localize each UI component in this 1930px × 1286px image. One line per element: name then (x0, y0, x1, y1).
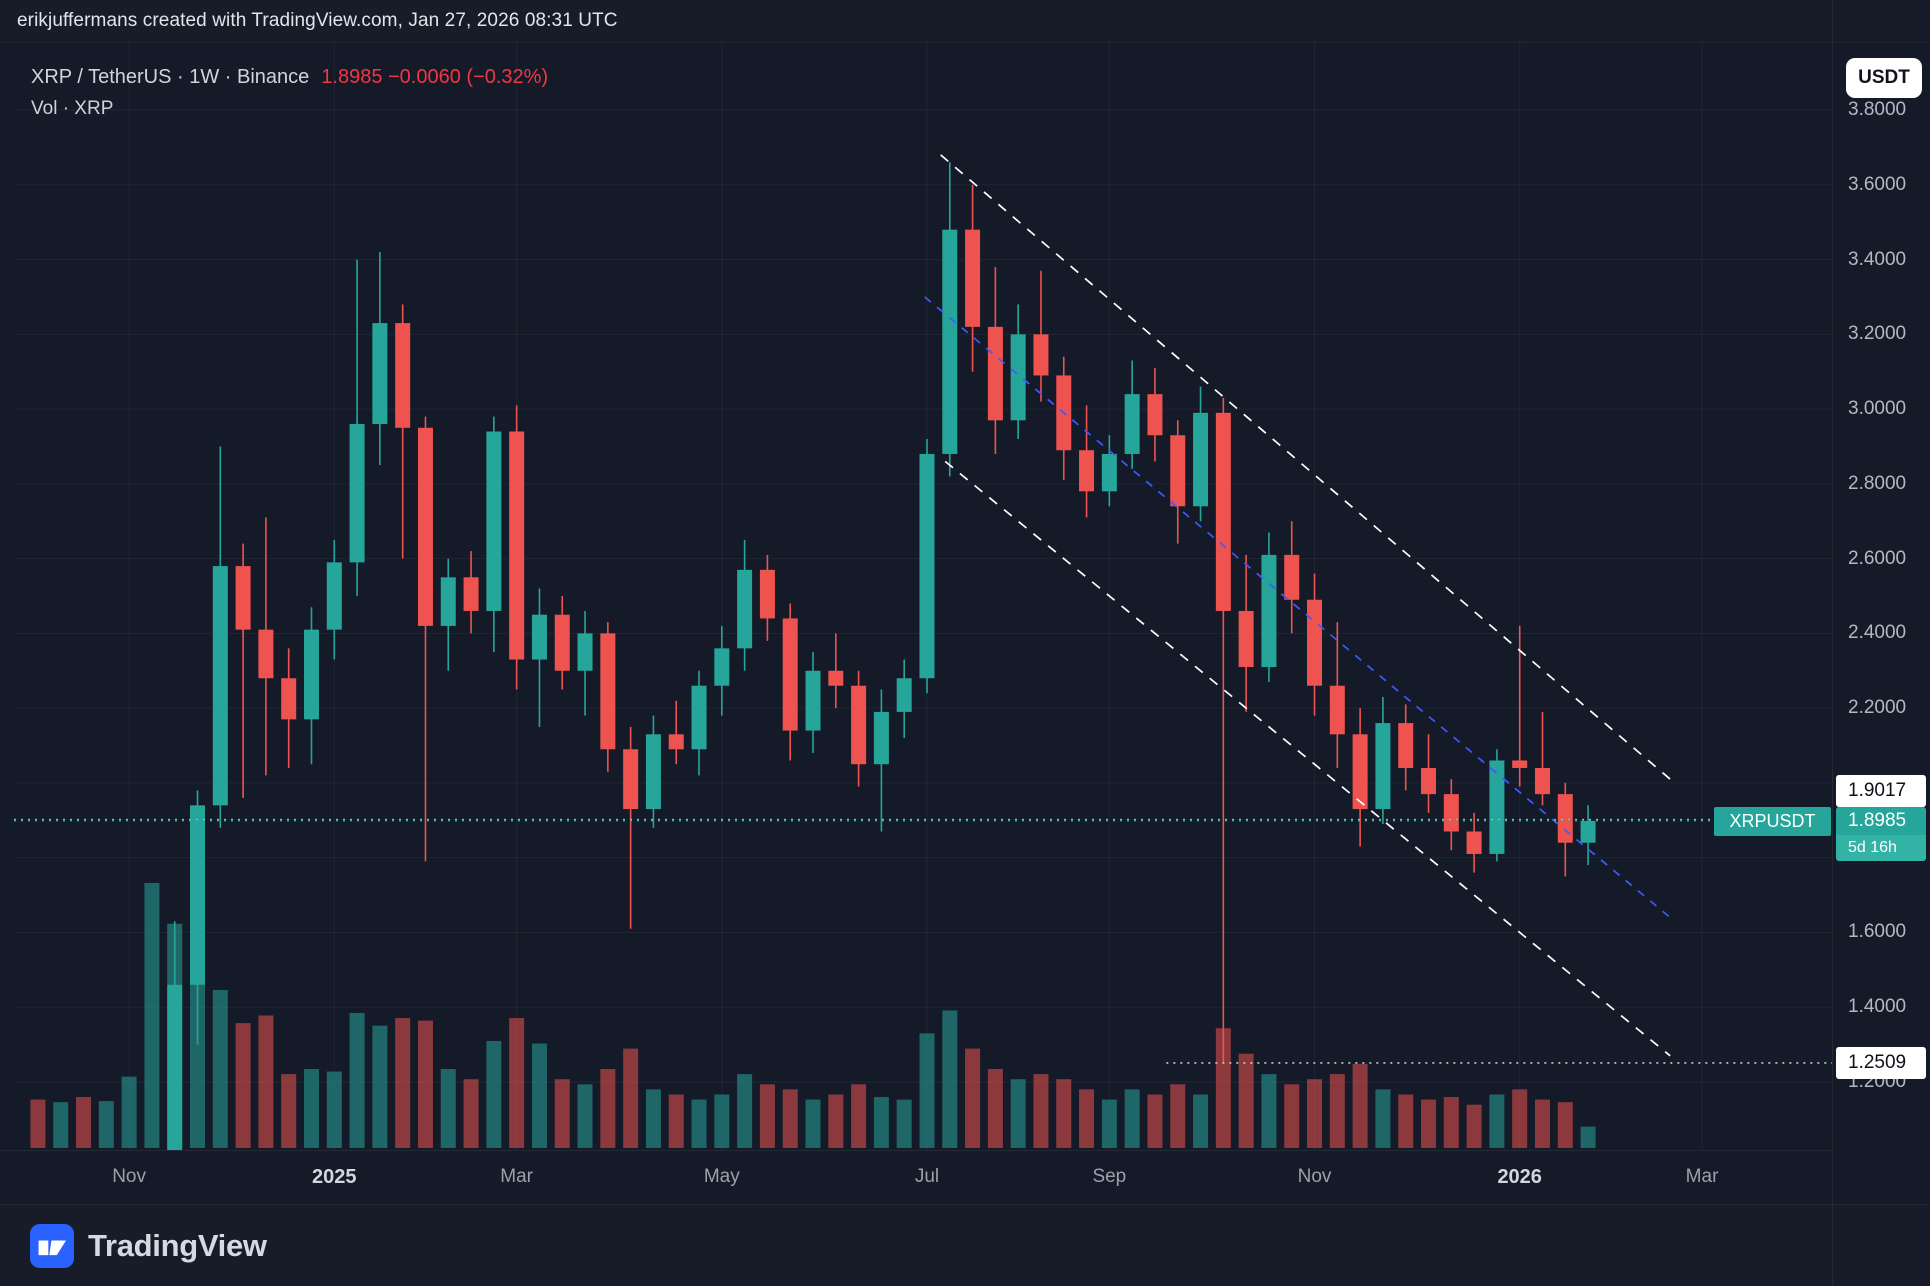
time-axis[interactable]: Nov 2025 Mar May Jul Sep Nov 2026 Mar (0, 1150, 1832, 1205)
last-price-value: 1.8985 (1836, 806, 1926, 835)
price-tick-label: 2.8000 (1848, 472, 1907, 494)
price-tick-label: 1.6000 (1848, 921, 1907, 943)
volume-layer (30, 883, 1596, 1148)
current-price-label: 1.8985 5d 16h (1836, 806, 1926, 861)
price-tick-label: 2.2000 (1848, 697, 1907, 719)
channel-upper (940, 154, 1671, 780)
time-tick-label: 2026 (1497, 1166, 1542, 1188)
time-tick-label: Jul (914, 1166, 940, 1187)
time-tick-label: May (703, 1166, 740, 1187)
level-price-label-low: 1.2509 (1836, 1046, 1926, 1079)
legend-quote-values: 1.8985 −0.0060 (−0.32%) (321, 66, 549, 88)
price-tick-label: 3.6000 (1848, 173, 1907, 195)
footer-bar: TradingView (0, 1204, 1930, 1286)
time-tick-label: Mar (1685, 1166, 1719, 1187)
legend-volume-study[interactable]: Vol · XRP (31, 98, 114, 119)
drawings-layer[interactable] (14, 154, 1832, 1064)
price-tick-label: 1.4000 (1848, 996, 1907, 1018)
time-tick-label: Mar (500, 1166, 534, 1187)
price-tick-label: 2.4000 (1848, 622, 1907, 644)
tradingview-brand-text[interactable]: TradingView (88, 1228, 267, 1263)
price-tick-label: 3.8000 (1848, 99, 1907, 121)
time-tick-label: Nov (1297, 1166, 1332, 1187)
level-price-label-high: 1.9017 (1836, 774, 1926, 807)
legend-symbol-title[interactable]: XRP / TetherUS · 1W · Binance (31, 66, 310, 88)
price-axis[interactable]: 3.8000 3.6000 3.4000 3.2000 3.0000 2.8000 2.60… (1832, 0, 1930, 1286)
time-tick-label: Nov (112, 1166, 147, 1187)
price-tick-label: 3.4000 (1848, 248, 1907, 270)
channel-median (924, 296, 1671, 919)
currency-toggle-button[interactable]: USDT (1846, 58, 1922, 98)
tradingview-logo-icon[interactable] (30, 1224, 74, 1268)
price-tick-label: 3.2000 (1848, 323, 1907, 345)
bar-close-countdown: 5d 16h (1836, 834, 1926, 861)
price-tick-label: 2.6000 (1848, 547, 1907, 569)
time-tick-label: Sep (1092, 1166, 1127, 1187)
chart-legend: XRP / TetherUS · 1W · Binance 1.8985 −0.0… (31, 66, 548, 120)
watermark-text: erikjuffermans created with TradingView.… (17, 10, 618, 31)
symbol-price-tag: XRPUSDT (1714, 806, 1831, 836)
time-tick-label: 2025 (312, 1166, 357, 1188)
watermark-bar: erikjuffermans created with TradingView.… (0, 0, 1930, 43)
price-tick-label: 3.0000 (1848, 398, 1907, 420)
channel-lower (944, 460, 1671, 1057)
